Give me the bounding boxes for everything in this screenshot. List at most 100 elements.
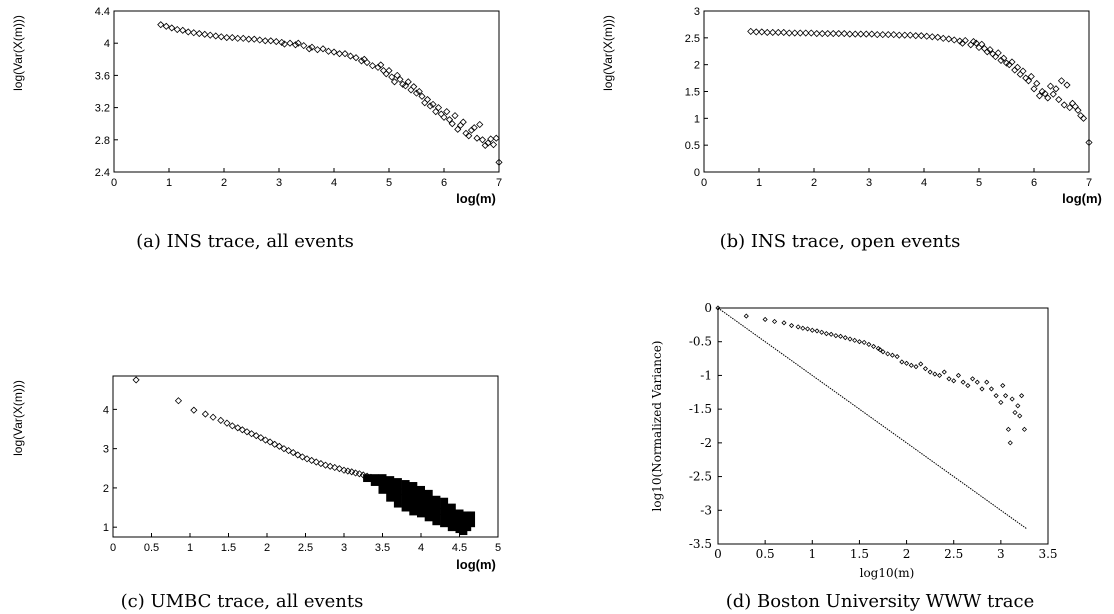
panel-c-data-point: [448, 513, 456, 521]
panel-a-x-tick-label: 1: [166, 177, 172, 189]
panel-d-y-tick-label: -2: [700, 436, 712, 450]
panel-b-data-point: [1066, 104, 1074, 112]
panel-d-data-point: [1012, 409, 1018, 416]
panel-b-x-tick-label: 4: [921, 177, 927, 189]
panel-c-data-point: [386, 482, 394, 490]
panel-a-data-point: [393, 71, 401, 79]
panel-a-data-point: [201, 30, 209, 38]
panel-b-data-point: [846, 30, 854, 38]
panel-a-data-point: [484, 139, 492, 147]
panel-d-data-point: [984, 379, 990, 385]
panel-a-data-point: [267, 37, 275, 45]
panel-d-data-point: [715, 305, 721, 311]
panel-c-x-tick-label: 4: [418, 542, 424, 554]
panel-b-data-point: [950, 36, 958, 44]
panel-b-data-point: [752, 28, 760, 36]
panel-b-data-point: [1008, 58, 1016, 66]
panel-d-data-point: [762, 316, 768, 323]
panel-d-data-point: [894, 353, 900, 360]
panel-b-data-point: [934, 33, 942, 41]
panel-a-data-point: [228, 33, 236, 42]
panel-a-data-point: [173, 25, 181, 34]
panel-b-y-tick-label: 2.5: [685, 33, 700, 45]
panel-c-x-tick-label: 1: [187, 542, 193, 554]
panel-b-data-point: [997, 56, 1005, 64]
panel-a-data-point: [300, 42, 308, 50]
panel-d-data-point: [988, 386, 994, 392]
panel-c-x-tick-label: 3: [341, 542, 347, 554]
panel-b-x-tick-label: 5: [976, 177, 982, 189]
panel-a-data-point: [396, 75, 404, 83]
panel-a-data-point: [476, 120, 484, 129]
panel-b-data-point: [986, 46, 994, 54]
panel-c-data-point: [463, 515, 471, 523]
panel-c-points: [132, 376, 476, 536]
panel-b-data-point: [824, 29, 832, 38]
panel-b-data-point: [785, 29, 793, 37]
panel-a-data-point: [489, 141, 498, 149]
panel-d-data-point: [861, 339, 867, 345]
panel-a-x-tick-label: 6: [441, 177, 447, 189]
panel-c-data-point: [289, 449, 297, 457]
panel-d-data-point: [904, 360, 910, 366]
panel-b-data-point: [1052, 85, 1060, 93]
panel-c-data-point: [344, 467, 352, 475]
panel-c-data-point: [326, 462, 334, 470]
panel-d-data-point: [899, 359, 905, 365]
panel-a-data-point: [291, 41, 300, 49]
panel-a-data-point: [335, 50, 344, 58]
panel-a-data-point: [184, 28, 192, 36]
panel-d-data-point: [743, 313, 749, 319]
panel-c-data-point: [363, 472, 371, 480]
panel-d-caption: (d) Boston University WWW trace: [726, 591, 1035, 612]
panel-c-data-point: [257, 434, 265, 442]
panel-c-dense-band: [440, 497, 449, 528]
panel-a-data-point: [407, 86, 415, 94]
panel-c-dense-band: [467, 511, 476, 528]
panel-d-x-tick-label: 2: [903, 547, 911, 561]
panel-c-data-point: [238, 426, 246, 434]
panel-b-data-point: [906, 31, 914, 39]
panel-b-data-point: [796, 29, 804, 37]
panel-d-data-point: [880, 349, 886, 355]
panel-b-data-point: [769, 28, 777, 37]
panel-c-dense-band: [424, 489, 433, 522]
panel-a-data-point: [195, 29, 203, 38]
panel-a-data-point: [434, 104, 443, 112]
panel-b-x-tick-label: 2: [811, 177, 817, 189]
panel-c-data-point: [234, 424, 242, 432]
panel-a-data-point: [478, 136, 487, 144]
panel-a-data-point: [374, 63, 382, 71]
panel-c-data-point: [294, 451, 302, 459]
panel-b-data-point: [873, 31, 881, 39]
panel-d-data-point: [814, 328, 820, 334]
panel-b-data-point: [1044, 94, 1052, 102]
panel-a-data-point: [217, 33, 225, 41]
panel-c: 0 0.5 1 1.5 2 2.5 3 3.5 4 4.5 5 1 2 3 4 log(m) log(Var…: [11, 375, 501, 612]
panel-c-data-point: [459, 519, 467, 527]
panel-d-x-tick-label: 3.5: [1038, 547, 1057, 561]
panel-c-data-point: [228, 422, 236, 430]
panel-d-x-tick-label: 3: [997, 547, 1005, 561]
panel-c-dense-band: [363, 474, 372, 483]
panel-a-data-point: [451, 112, 459, 120]
panel-b-data-point: [917, 32, 925, 40]
panel-c-data-point: [428, 503, 437, 512]
panel-b-x-tick-label: 3: [866, 177, 872, 189]
panel-a-data-point: [385, 67, 393, 75]
panel-d-y-tick-label: -3: [700, 503, 712, 517]
panel-b-data-point: [901, 31, 909, 39]
panel-d-data-point: [970, 376, 976, 382]
panel-d-data-point: [1000, 382, 1006, 389]
panel-c-data-point: [440, 509, 448, 518]
panel-c-data-point: [413, 496, 421, 504]
panel-a-data-point: [363, 58, 371, 67]
panel-a-data-point: [250, 35, 258, 43]
panel-c-data-point: [223, 419, 231, 427]
panel-b-data-point: [972, 39, 980, 47]
panel-b: 0 1 2 3 4 5 6 7 0 0.5 1 1.5 2 2.5 3 log(m) log(Var(X(m…: [601, 6, 1102, 252]
panel-b-data-point: [1016, 70, 1024, 78]
panel-b-data-point: [868, 30, 876, 38]
panel-d-data-point: [852, 337, 858, 343]
panel-c-y-tick-label: 4: [103, 404, 109, 416]
